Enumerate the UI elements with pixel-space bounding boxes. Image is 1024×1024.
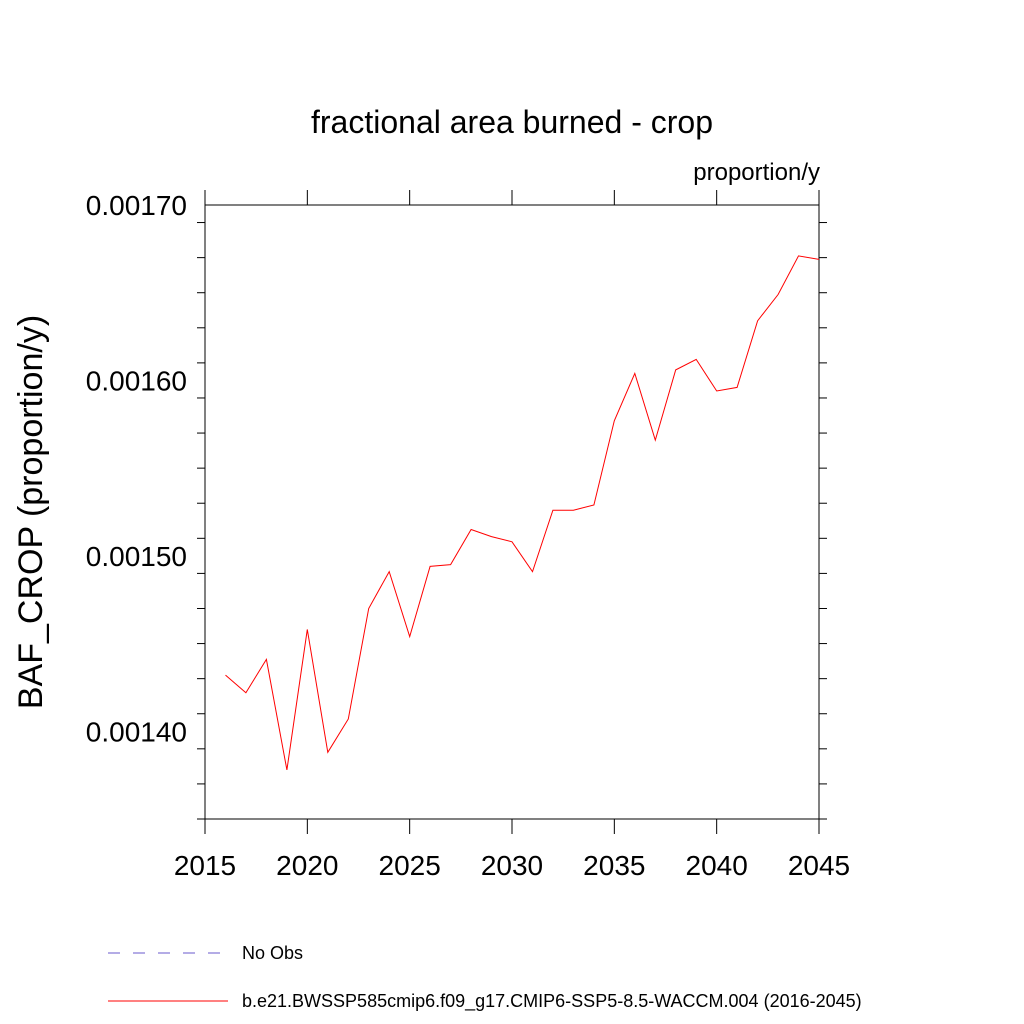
legend-label-no-obs: No Obs [242, 943, 303, 963]
x-tick-label: 2030 [481, 850, 543, 881]
series-layer [225, 255, 820, 770]
x-tick-label: 2040 [686, 850, 748, 881]
legend: No Obs b.e21.BWSSP585cmip6.f09_g17.CMIP6… [108, 943, 862, 1012]
legend-label-model-run: b.e21.BWSSP585cmip6.f09_g17.CMIP6-SSP5-8… [242, 991, 862, 1012]
x-tick-label: 2035 [583, 850, 645, 881]
y-axis-ticks: 0.00140 0.00150 0.00160 0.00170 [86, 190, 827, 820]
y-axis-label: BAF_CROP (proportion/y) [12, 315, 50, 709]
x-tick-label: 2015 [174, 850, 236, 881]
y-tick-label: 0.00160 [86, 365, 187, 396]
y-tick-label: 0.00140 [86, 716, 187, 747]
plot-frame [204, 204, 820, 820]
units-label: proportion/y [693, 159, 820, 186]
series-line [225, 255, 820, 770]
x-tick-label: 2045 [788, 850, 850, 881]
x-tick-label: 2025 [379, 850, 441, 881]
x-axis-ticks: 2015 2020 2025 2030 2035 2040 2045 [174, 190, 850, 881]
y-tick-label: 0.00170 [86, 190, 187, 221]
x-tick-label: 2020 [276, 850, 338, 881]
chart-title: fractional area burned - crop [311, 104, 713, 140]
y-tick-label: 0.00150 [86, 541, 187, 572]
